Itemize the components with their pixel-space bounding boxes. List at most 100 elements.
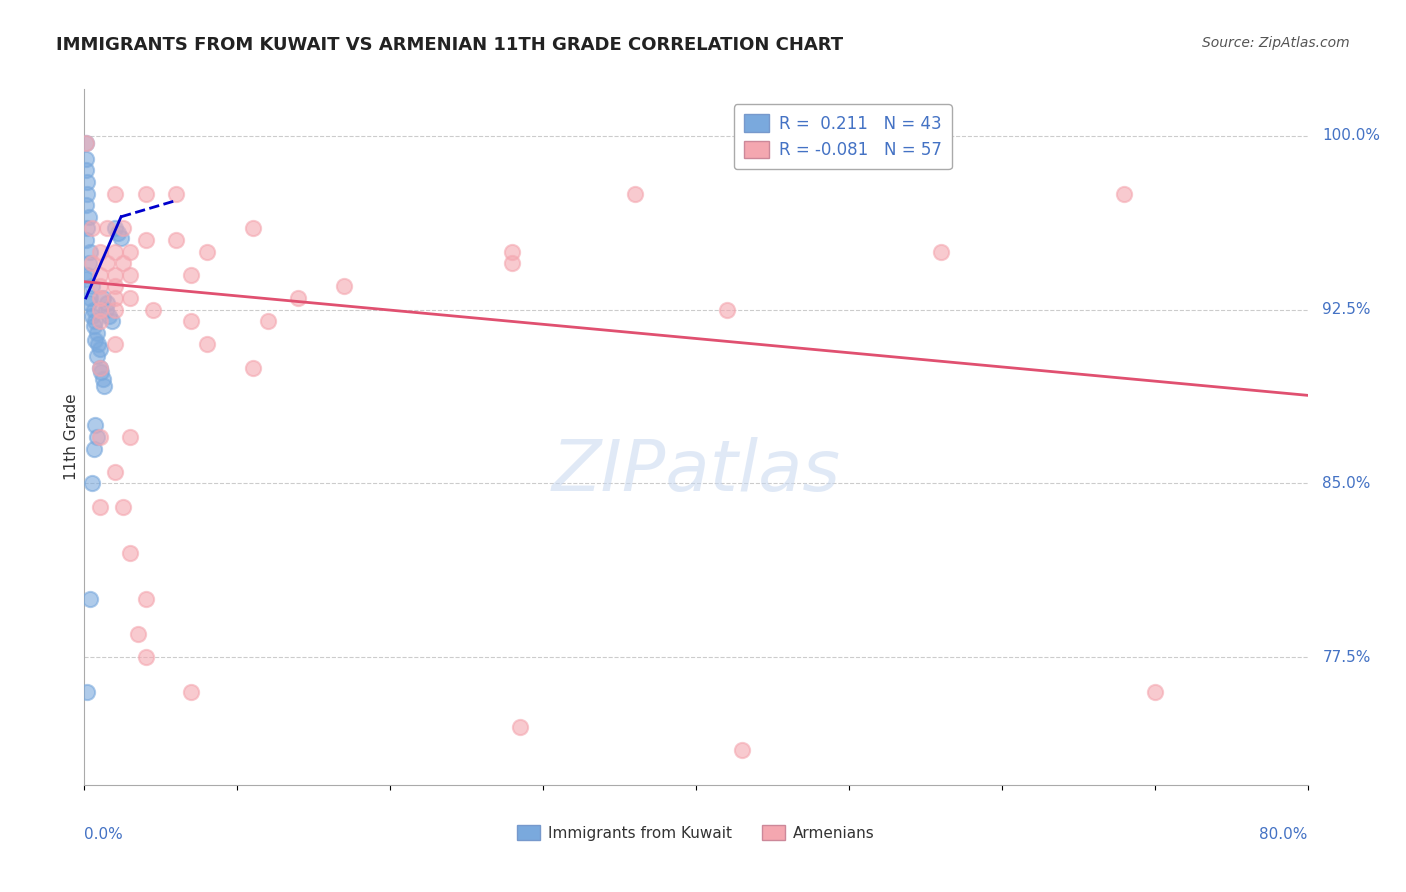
Point (89, 244, 111, 259)
Point (77, 256, 100, 270)
Point (127, 627, 149, 641)
Text: 80.0%: 80.0% (1260, 827, 1308, 842)
Text: 92.5%: 92.5% (1322, 302, 1371, 317)
Point (165, 186, 187, 201)
Point (91, 372, 114, 386)
Point (242, 360, 264, 375)
Point (195, 337, 218, 351)
Point (120, 291, 142, 305)
Point (120, 244, 142, 259)
Point (89, 291, 111, 305)
Point (79, 291, 101, 305)
Point (195, 244, 218, 259)
Point (86, 326, 108, 340)
Point (89, 342, 111, 356)
Point (257, 314, 280, 328)
Point (502, 256, 524, 270)
Point (96, 221, 118, 235)
Point (89, 279, 111, 293)
Point (76, 221, 98, 235)
Point (86, 349, 108, 363)
Y-axis label: 11th Grade: 11th Grade (63, 393, 79, 481)
Point (333, 279, 356, 293)
Point (110, 230, 132, 244)
Point (242, 221, 264, 235)
Point (120, 268, 142, 282)
Point (75, 272, 97, 286)
Point (104, 268, 127, 282)
Point (77, 295, 100, 310)
Point (89, 314, 111, 328)
Point (76, 175, 98, 189)
Point (79, 244, 101, 259)
Point (1114, 186, 1136, 201)
Point (83, 318, 105, 333)
Point (80, 476, 103, 491)
Point (97, 310, 120, 324)
Point (75, 136, 97, 150)
Point (165, 233, 187, 247)
Point (80, 256, 103, 270)
Point (104, 221, 127, 235)
Point (111, 221, 134, 235)
Text: 85.0%: 85.0% (1322, 476, 1371, 491)
Point (75, 136, 97, 150)
Point (104, 302, 127, 317)
Point (80, 310, 103, 324)
Point (89, 360, 111, 375)
Point (96, 295, 118, 310)
Text: IMMIGRANTS FROM KUWAIT VS ARMENIAN 11TH GRADE CORRELATION CHART: IMMIGRANTS FROM KUWAIT VS ARMENIAN 11TH … (56, 36, 844, 54)
Text: 100.0%: 100.0% (1322, 128, 1381, 143)
Point (135, 592, 157, 607)
Point (89, 268, 111, 282)
Point (75, 152, 97, 166)
Point (75, 198, 97, 212)
Point (929, 244, 952, 259)
Point (75, 163, 97, 178)
Point (83, 442, 105, 456)
Point (76, 186, 98, 201)
Text: 77.5%: 77.5% (1322, 650, 1371, 665)
Point (79, 592, 101, 607)
Point (91, 291, 114, 305)
Point (87, 337, 110, 351)
Point (624, 186, 647, 201)
Point (76, 268, 98, 282)
Point (502, 244, 524, 259)
Point (111, 256, 134, 270)
Point (104, 291, 127, 305)
Point (104, 279, 127, 293)
Point (1143, 685, 1166, 699)
Point (89, 430, 111, 444)
Point (135, 233, 157, 247)
Point (104, 186, 127, 201)
Point (76, 685, 98, 699)
Point (84, 333, 107, 347)
Point (509, 720, 531, 734)
Point (84, 418, 107, 433)
Point (120, 546, 142, 560)
Point (80, 221, 103, 235)
Point (111, 500, 134, 514)
Point (142, 302, 165, 317)
Text: 0.0%: 0.0% (84, 827, 124, 842)
Point (80, 279, 103, 293)
Text: ZIPatlas: ZIPatlas (551, 437, 841, 507)
Point (89, 360, 111, 375)
Legend: Immigrants from Kuwait, Armenians: Immigrants from Kuwait, Armenians (512, 819, 880, 847)
Point (104, 465, 127, 479)
Point (89, 302, 111, 317)
Text: Source: ZipAtlas.com: Source: ZipAtlas.com (1202, 36, 1350, 50)
Point (180, 268, 202, 282)
Point (104, 244, 127, 259)
Point (77, 210, 100, 224)
Point (180, 314, 202, 328)
Point (90, 365, 112, 379)
Point (86, 430, 108, 444)
Point (287, 291, 309, 305)
Point (120, 430, 142, 444)
Point (93, 379, 115, 393)
Point (135, 186, 157, 201)
Point (101, 314, 124, 328)
Point (104, 337, 127, 351)
